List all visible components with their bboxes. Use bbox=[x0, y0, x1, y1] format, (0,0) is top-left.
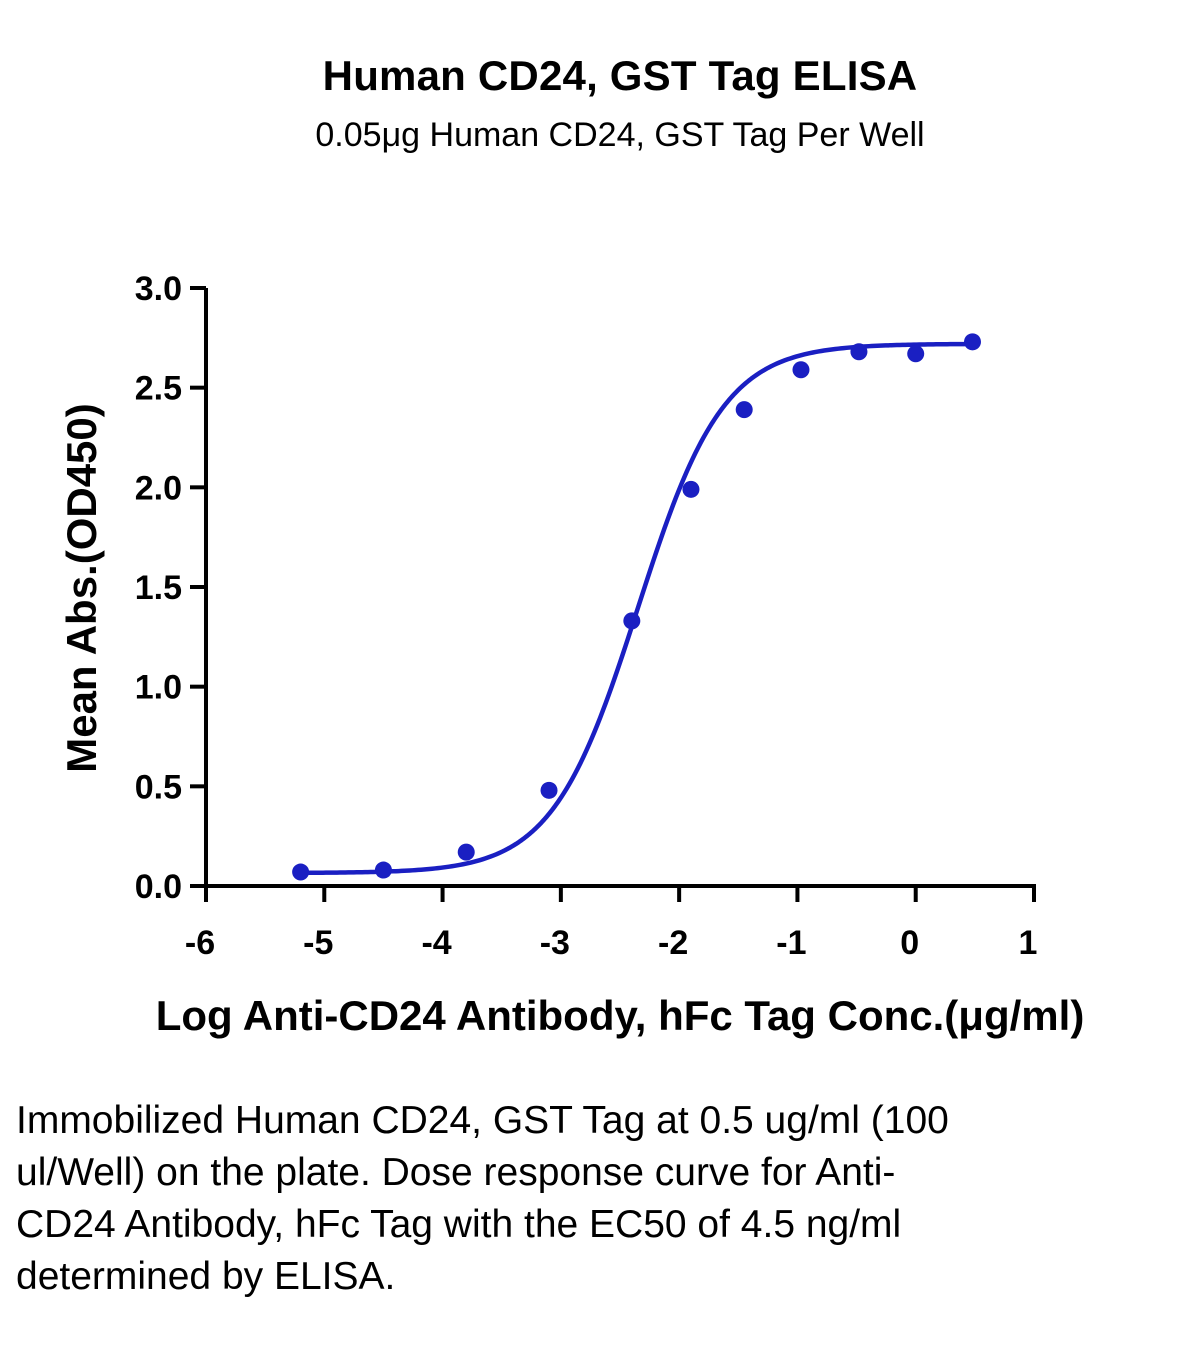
y-tick-label: 0.0 bbox=[135, 868, 182, 906]
x-axis-label: Log Anti-CD24 Antibody, hFc Tag Conc.(μg… bbox=[156, 992, 1085, 1039]
chart-title: Human CD24, GST Tag ELISA bbox=[322, 52, 918, 99]
axis-ticks: -6 -5 -4 -3 -2 -1 0 1 0.0 0.5 1.0 1.5 2.0 2.5 3.0 bbox=[135, 270, 1038, 962]
x-tick-label: 1 bbox=[1019, 924, 1038, 962]
x-tick-label: -1 bbox=[776, 924, 806, 962]
fit-curve-group bbox=[300, 341, 973, 876]
y-axis-label: Mean Abs.(OD450) bbox=[58, 403, 105, 773]
data-point bbox=[540, 781, 558, 799]
y-tick-label: 3.0 bbox=[135, 270, 182, 308]
y-tick-label: 2.0 bbox=[135, 469, 182, 507]
axes bbox=[204, 288, 1036, 888]
y-tick-label: 0.5 bbox=[135, 768, 182, 806]
data-point bbox=[374, 861, 392, 879]
data-point bbox=[457, 843, 475, 861]
data-point bbox=[792, 361, 810, 379]
x-tick-label: -2 bbox=[658, 924, 688, 962]
figure-caption: Immobilized Human CD24, GST Tag at 0.5 u… bbox=[16, 1099, 949, 1298]
x-tick-label: -4 bbox=[421, 924, 451, 962]
y-tick-label: 2.5 bbox=[135, 370, 182, 408]
chart-subtitle: 0.05μg Human CD24, GST Tag Per Well bbox=[315, 116, 925, 154]
data-point bbox=[850, 343, 868, 361]
data-point bbox=[963, 333, 981, 351]
data-points bbox=[292, 333, 981, 881]
data-point bbox=[292, 863, 310, 881]
data-point bbox=[735, 401, 753, 419]
x-tick-label: -5 bbox=[303, 924, 333, 962]
y-tick-label: 1.5 bbox=[135, 569, 182, 607]
x-tick-label: -3 bbox=[540, 924, 570, 962]
x-tick-label: -6 bbox=[185, 924, 215, 962]
fit-curve bbox=[300, 341, 973, 876]
data-point bbox=[623, 612, 641, 630]
data-point bbox=[682, 480, 700, 498]
x-tick-label: 0 bbox=[900, 924, 919, 962]
dose-response-chart: -6 -5 -4 -3 -2 -1 0 1 0.0 0.5 1.0 1.5 2.0 2.5 3.0 Log … bbox=[58, 270, 1085, 1039]
data-point bbox=[907, 345, 925, 363]
y-tick-label: 1.0 bbox=[135, 669, 182, 707]
